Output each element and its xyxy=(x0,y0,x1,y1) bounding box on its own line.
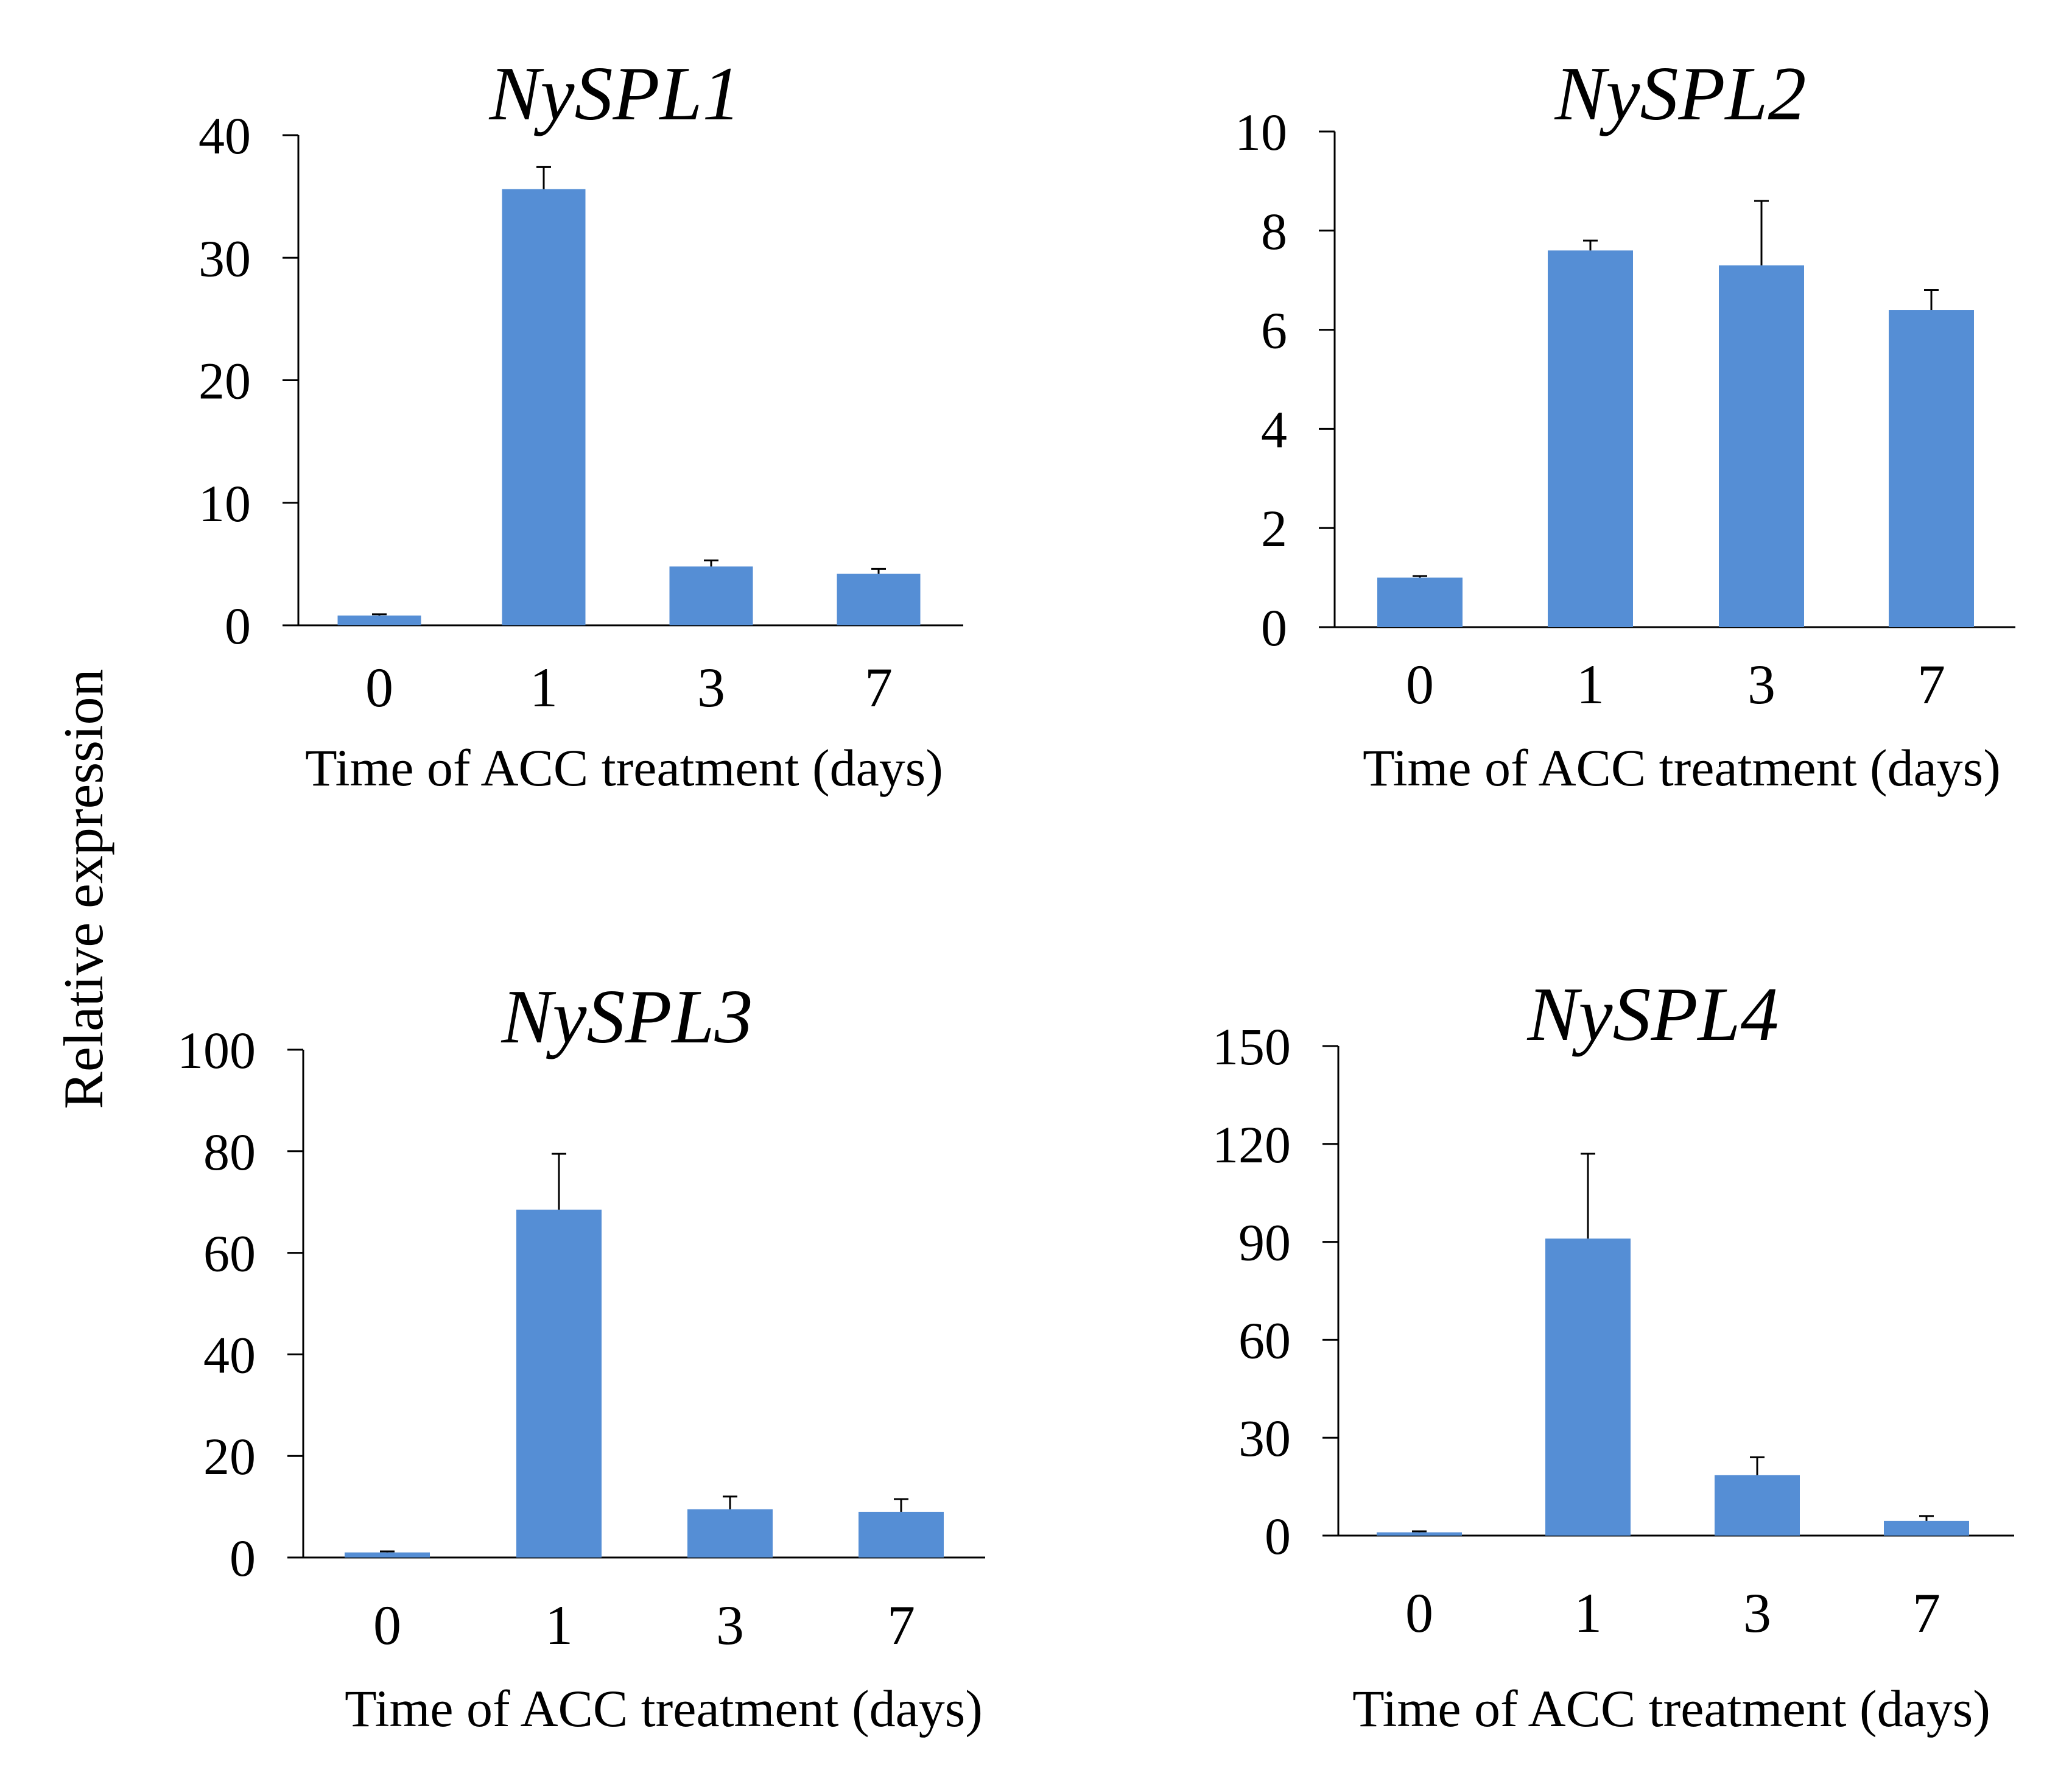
x-tick-label: 7 xyxy=(1917,653,1945,715)
x-tick-label: 3 xyxy=(1743,1582,1771,1644)
y-tick-label: 80 xyxy=(203,1123,256,1181)
x-tick-label: 0 xyxy=(373,1594,401,1656)
bar xyxy=(1719,265,1804,627)
x-tick-label: 1 xyxy=(530,656,558,718)
y-tick-label: 150 xyxy=(1212,1017,1291,1076)
x-tick-label: 7 xyxy=(1912,1582,1940,1644)
chart-panel-1: NySPL1 0 10 20 30 40 0 1 3 7 Time of ACC treatment… xyxy=(198,52,963,797)
y-tick-label: 120 xyxy=(1212,1115,1291,1174)
x-axis-title: Time of ACC treatment (days) xyxy=(1352,1679,1990,1738)
y-tick-label: 100 xyxy=(177,1021,256,1080)
figure-ylabel: Relative expression xyxy=(52,669,114,1109)
y-tick-label: 8 xyxy=(1261,202,1287,261)
bar xyxy=(669,566,753,625)
y-tick-label: 20 xyxy=(198,352,251,410)
x-tick-label: 3 xyxy=(697,656,725,718)
chart-title: NySPL3 xyxy=(500,975,753,1059)
bar xyxy=(1545,1238,1631,1536)
chart-panel-2: NySPL2 0 2 4 6 8 10 0 1 3 7 Time of ACC treatment (… xyxy=(1235,52,2015,797)
x-tick-label: 0 xyxy=(1406,653,1434,715)
x-tick-label: 0 xyxy=(1405,1582,1433,1644)
x-tick-label: 3 xyxy=(1747,653,1775,715)
x-axis-title: Time of ACC treatment (days) xyxy=(305,739,943,797)
x-tick-label: 0 xyxy=(365,656,393,718)
bar xyxy=(502,189,586,625)
x-tick-label: 7 xyxy=(887,1594,915,1656)
bar xyxy=(1548,250,1633,627)
y-tick-label: 10 xyxy=(198,474,251,533)
y-tick-label: 60 xyxy=(1238,1311,1291,1369)
y-tick-label: 2 xyxy=(1261,499,1287,558)
y-tick-label: 30 xyxy=(198,229,251,287)
chart-title: NySPL2 xyxy=(1554,52,1806,136)
bar xyxy=(1715,1475,1800,1536)
y-tick-label: 90 xyxy=(1238,1213,1291,1272)
chart-panel-3: NySPL3 0 20 40 60 80 100 0 1 3 7 Time of ACC treatm… xyxy=(177,975,985,1738)
bar xyxy=(687,1509,773,1557)
y-tick-label: 10 xyxy=(1235,103,1287,161)
bar xyxy=(337,615,421,625)
x-tick-label: 1 xyxy=(1574,1582,1602,1644)
y-tick-label: 4 xyxy=(1261,400,1287,458)
bar xyxy=(1889,310,1974,627)
y-tick-label: 60 xyxy=(203,1224,256,1283)
y-tick-label: 0 xyxy=(230,1529,256,1587)
bar xyxy=(1377,577,1463,627)
y-tick-label: 6 xyxy=(1261,301,1287,360)
chart-panel-4: NySPL4 0 30 60 90 120 150 0 1 3 7 Time of ACC treat… xyxy=(1212,972,2014,1738)
x-tick-label: 1 xyxy=(1576,653,1604,715)
bar xyxy=(345,1552,430,1557)
y-tick-label: 40 xyxy=(198,107,251,165)
y-tick-label: 0 xyxy=(225,597,251,655)
bar xyxy=(1377,1532,1462,1536)
x-tick-label: 1 xyxy=(545,1594,573,1656)
chart-title: NySPL4 xyxy=(1526,972,1779,1057)
y-tick-label: 20 xyxy=(203,1427,256,1486)
y-tick-label: 0 xyxy=(1261,599,1287,657)
bar xyxy=(859,1511,944,1557)
x-axis-title: Time of ACC treatment (days) xyxy=(345,1679,983,1738)
x-tick-label: 3 xyxy=(716,1594,744,1656)
bar xyxy=(516,1209,602,1557)
bar xyxy=(837,574,921,625)
x-tick-label: 7 xyxy=(865,656,893,718)
x-axis-title: Time of ACC treatment (days) xyxy=(1363,739,2001,797)
y-tick-label: 40 xyxy=(203,1326,256,1384)
chart-title: NySPL1 xyxy=(488,52,740,136)
y-tick-label: 0 xyxy=(1265,1507,1291,1565)
y-tick-label: 30 xyxy=(1238,1409,1291,1467)
bar xyxy=(1884,1520,1969,1536)
